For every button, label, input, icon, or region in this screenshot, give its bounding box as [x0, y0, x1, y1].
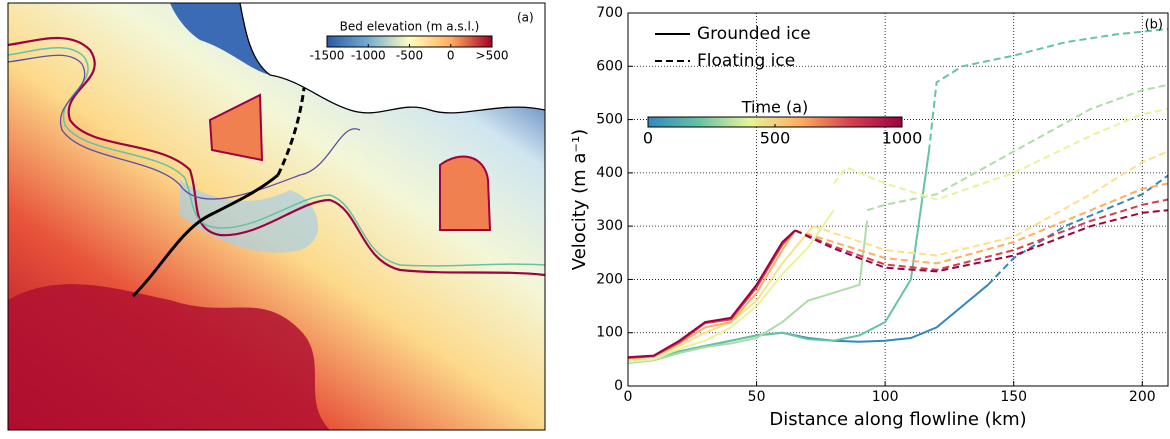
y-tick-label: 700 — [596, 5, 623, 21]
y-tick-label: 600 — [596, 58, 623, 74]
plot-frame — [627, 12, 1169, 387]
velocity-line — [927, 28, 1169, 152]
x-tick-label: 100 — [872, 389, 899, 405]
chart-panel: 0 100 200 300 400 500 600 700 0 50 100 150 200 (b) Dis… — [569, 5, 1169, 430]
velocity-line — [627, 229, 796, 359]
y-axis-label: Velocity (m a⁻¹) — [569, 129, 590, 270]
panel-label: (b) — [1145, 18, 1163, 33]
colorbar-tick-label: 500 — [760, 129, 791, 148]
flowline — [131, 173, 279, 298]
y-tick-label: 200 — [596, 271, 623, 287]
colorbar-title: Bed elevation (m a.s.l.) — [340, 20, 480, 34]
velocity-line — [627, 220, 869, 365]
velocity-line — [866, 83, 1169, 212]
y-tick-label: 0 — [614, 378, 623, 394]
panel-label: (a) — [517, 11, 534, 25]
velocity-line — [794, 182, 1169, 265]
y-tick-label: 100 — [596, 325, 623, 341]
x-tick-label: 150 — [1000, 389, 1027, 405]
ice-front — [239, 3, 545, 114]
y-tick-label: 400 — [596, 165, 623, 181]
grounding-line — [8, 46, 545, 267]
legend-label: Floating ice — [697, 51, 795, 71]
grounding-line — [8, 54, 361, 200]
velocity-line — [627, 229, 796, 360]
colorbar-tick-label: -1000 — [351, 49, 386, 63]
colorbar-tick-label: 1000 — [882, 129, 923, 148]
colorbar-tick-label: -500 — [396, 49, 423, 63]
velocity-line — [627, 151, 930, 363]
velocity-line — [794, 209, 1169, 273]
map-panel: (a) — [7, 2, 546, 431]
x-tick-label: 200 — [1129, 389, 1156, 405]
deep-bed — [170, 3, 270, 75]
y-tick-label: 500 — [596, 112, 623, 128]
x-tick-label: 0 — [624, 389, 633, 405]
legend-label: Grounded ice — [697, 24, 811, 44]
x-tick-label: 50 — [748, 389, 766, 405]
velocity-line — [627, 209, 835, 363]
velocity-line — [987, 174, 1169, 286]
y-tick-label: 300 — [596, 218, 623, 234]
velocity-line — [627, 229, 796, 359]
island — [439, 155, 492, 231]
highland — [8, 284, 330, 430]
map-frame — [7, 2, 546, 431]
flowline — [276, 87, 306, 176]
island — [208, 93, 264, 162]
x-axis-label: Distance along flowline (km) — [769, 409, 1026, 430]
colorbar-title: Time (a) — [741, 98, 809, 117]
colorbar-tick-label: >500 — [476, 49, 509, 63]
velocity-line — [794, 198, 1169, 271]
colorbar-tick-label: 0 — [643, 129, 653, 148]
velocity-line — [812, 150, 1169, 257]
colorbar-tick-label: 0 — [447, 49, 455, 63]
colorbar-tick-label: -1500 — [310, 49, 345, 63]
velocity-line — [832, 107, 1169, 201]
